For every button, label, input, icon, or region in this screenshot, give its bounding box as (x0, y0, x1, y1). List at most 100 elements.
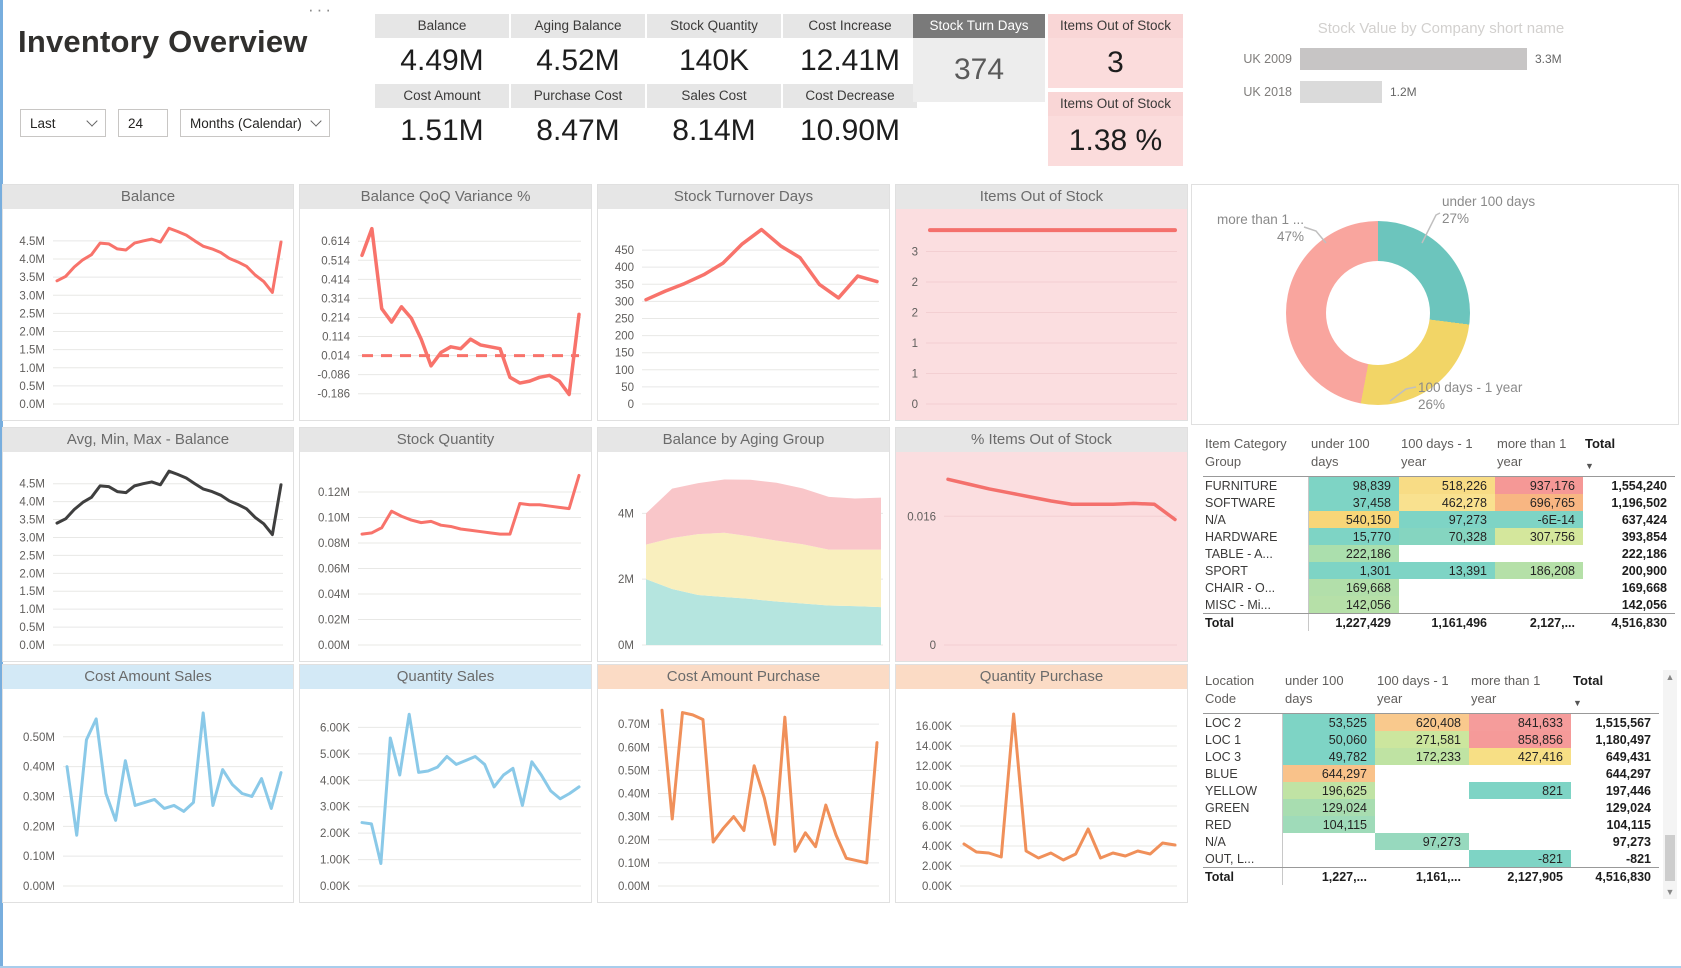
sort-descending-icon[interactable]: ▼ (1573, 697, 1582, 708)
table-row[interactable]: N/A 540,150 97,273 -6E-14 637,424 (1203, 511, 1675, 528)
column-header[interactable]: under 100 days (1285, 672, 1344, 706)
table-row[interactable]: OUT, L... -821 -821 (1203, 850, 1659, 867)
table-row[interactable]: LOC 2 53,525 620,408 841,633 1,515,567 (1203, 714, 1659, 731)
row-label: YELLOW (1203, 782, 1283, 799)
items-out-of-stock-line-svg[interactable]: 3 2 2 1 1 0 (896, 209, 1187, 420)
sort-descending-icon[interactable]: ▼ (1585, 460, 1594, 471)
total-value: 1,227,429 (1335, 615, 1391, 630)
filter-count-value: 24 (128, 115, 144, 131)
table-row[interactable]: SPORT 1,301 13,391 186,208 200,900 (1203, 562, 1675, 579)
quantity-sales-svg[interactable]: 6.00K 5.00K 4.00K 3.00K 2.00K 1.00K 0.00K (300, 689, 591, 902)
scrollbar-thumb[interactable] (1665, 835, 1675, 881)
value-cell: -821 (1469, 850, 1571, 867)
svg-text:16.00K: 16.00K (916, 721, 953, 733)
total-value: 2,127,905 (1507, 869, 1563, 884)
table-row[interactable]: YELLOW 196,625 821 197,446 (1203, 782, 1659, 799)
total-value: 4,516,830 (1595, 869, 1651, 884)
svg-text:0.5M: 0.5M (19, 622, 45, 634)
table-row[interactable]: GREEN 129,024 129,024 (1203, 799, 1659, 816)
filter-operator-dropdown[interactable]: Last (20, 109, 106, 137)
stock-value-bar-row[interactable]: UK 2009 3.3M (1210, 48, 1672, 70)
balance-by-aging-chart[interactable]: 4M 2M 0M (598, 452, 889, 661)
row-label: OUT, L... (1203, 850, 1283, 867)
balance-qoq-chart[interactable]: 0.614 0.514 0.414 0.314 0.214 0.114 0.014 -0.08… (300, 209, 591, 420)
pct-items-out-of-stock-svg[interactable]: 0.016 0 (896, 452, 1187, 661)
filter-count-input[interactable]: 24 (118, 109, 168, 137)
table-row[interactable]: SOFTWARE 37,458 462,278 696,765 1,196,502 (1203, 494, 1675, 511)
value-cell: 821 (1469, 782, 1571, 799)
row-total: 197,446 (1605, 783, 1651, 798)
row-total: 129,024 (1605, 800, 1651, 815)
quantity-purchase-chart[interactable]: 16.00K 14.00K 12.00K 10.00K 8.00K 6.00K 4.00K 2… (896, 689, 1187, 902)
balance-svg[interactable]: 4.5M 4.0M 3.5M 3.0M 2.5M 2.0M 1.5M 1.0M 0.5M 0.0M (3, 209, 293, 420)
table-row[interactable]: N/A 97,273 97,273 (1203, 833, 1659, 850)
svg-text:0.12M: 0.12M (318, 487, 350, 499)
avg-min-max-chart[interactable]: 4.5M 4.0M 3.5M 3.0M 2.5M 2.0M 1.5M 1.0M 0.5M 0.0M (3, 452, 293, 661)
cost-amount-sales-svg[interactable]: 0.50M 0.40M 0.30M 0.20M 0.10M 0.00M (3, 689, 293, 902)
stock-value-by-company-chart[interactable]: Stock Value by Company short name UK 200… (1210, 12, 1672, 164)
pct-items-out-chart[interactable]: 0.016 0 (896, 452, 1187, 661)
table-row[interactable]: FURNITURE 98,839 518,226 937,176 1,554,240 (1203, 477, 1675, 494)
location-code-table[interactable]: ▲ ▼ Location Code under 100 days 100 days … (1191, 664, 1679, 903)
svg-text:0.414: 0.414 (321, 274, 350, 286)
column-header[interactable]: 100 days - 1 year (1401, 435, 1473, 469)
avg-min-max-balance-svg[interactable]: 4.5M 4.0M 3.5M 3.0M 2.5M 2.0M 1.5M 1.0M 0.5M 0.0M (3, 452, 293, 661)
balance-by-aging-group-svg[interactable]: 4M 2M 0M (598, 452, 889, 661)
cost-amount-sales-chart[interactable]: 0.50M 0.40M 0.30M 0.20M 0.10M 0.00M (3, 689, 293, 902)
table-total-row: Total 1,227,... 1,161,... 2,127,905 4,516,83… (1203, 867, 1659, 885)
table-scrollbar[interactable]: ▲ ▼ (1663, 670, 1677, 899)
table-row[interactable]: MISC - Mi... 142,056 142,056 (1203, 596, 1675, 613)
cost-amount-purchase-chart[interactable]: 0.70M 0.60M 0.50M 0.40M 0.30M 0.20M 0.10M 0.00M (598, 689, 889, 902)
balance-chart-title: Balance (3, 185, 293, 209)
quantity-purchase-svg[interactable]: 16.00K 14.00K 12.00K 10.00K 8.00K 6.00K 4.00K 2… (896, 689, 1187, 902)
scroll-down-icon[interactable]: ▼ (1665, 887, 1675, 897)
svg-text:4.0M: 4.0M (19, 497, 45, 509)
stock-value-bar-row[interactable]: UK 2018 1.2M (1210, 81, 1672, 103)
svg-text:3.0M: 3.0M (19, 290, 45, 302)
column-header[interactable]: Total ▼ (1583, 433, 1675, 476)
value-cell: 70,328 (1399, 528, 1495, 545)
column-header[interactable]: more than 1 year (1497, 435, 1567, 469)
quantity-sales-chart[interactable]: 6.00K 5.00K 4.00K 3.00K 2.00K 1.00K 0.00K (300, 689, 591, 902)
balance-chart[interactable]: 4.5M 4.0M 3.5M 3.0M 2.5M 2.0M 1.5M 1.0M 0.5M 0.0M (3, 209, 293, 420)
item-category-table[interactable]: Item Category Group under 100 days 100 day… (1191, 427, 1679, 662)
scroll-up-icon[interactable]: ▲ (1665, 672, 1675, 682)
column-header[interactable]: under 100 days (1311, 435, 1370, 469)
stock-quantity-svg[interactable]: 0.12M 0.10M 0.08M 0.06M 0.04M 0.02M 0.00M (300, 452, 591, 661)
chevron-down-icon (310, 115, 322, 127)
svg-text:0.60M: 0.60M (618, 742, 650, 754)
column-header[interactable]: Total ▼ (1571, 670, 1659, 713)
value-cell (1283, 857, 1375, 860)
svg-text:1.0M: 1.0M (19, 604, 45, 616)
kpi-card-stock-quantity: Stock Quantity 140K (647, 14, 781, 84)
column-header[interactable]: Location Code (1205, 672, 1255, 706)
column-header[interactable]: Item Category Group (1205, 435, 1287, 469)
table-row[interactable]: BLUE 644,297 644,297 (1203, 765, 1659, 782)
svg-text:350: 350 (615, 279, 634, 291)
more-options-icon[interactable]: ··· (308, 0, 334, 19)
stock-by-aging-donut[interactable]: under 100 days 27% more than 1 ... 47% 1… (1192, 185, 1678, 424)
column-header[interactable]: 100 days - 1 year (1377, 672, 1449, 706)
value-cell: 518,226 (1399, 477, 1495, 494)
table-row[interactable]: TABLE - A... 222,186 222,186 (1203, 545, 1675, 562)
svg-text:0.5M: 0.5M (19, 381, 45, 393)
stock-turnover-days-svg[interactable]: 450 400 350 300 250 200 150 100 50 0 (598, 209, 889, 420)
stock-quantity-chart[interactable]: 0.12M 0.10M 0.08M 0.06M 0.04M 0.02M 0.00M (300, 452, 591, 661)
table-row[interactable]: HARDWARE 15,770 70,328 307,756 393,854 (1203, 528, 1675, 545)
stock-turnover-chart[interactable]: 450 400 350 300 250 200 150 100 50 0 (598, 209, 889, 420)
bar[interactable] (1300, 48, 1527, 70)
table-row[interactable]: LOC 1 50,060 271,581 858,856 1,180,497 (1203, 731, 1659, 748)
pct-items-out-title: % Items Out of Stock (896, 428, 1187, 452)
cost-amount-purchase-svg[interactable]: 0.70M 0.60M 0.50M 0.40M 0.30M 0.20M 0.10M 0.00M (598, 689, 889, 902)
column-header[interactable]: more than 1 year (1471, 672, 1541, 706)
table-row[interactable]: RED 104,115 104,115 (1203, 816, 1659, 833)
items-out-line-chart[interactable]: 3 2 2 1 1 0 (896, 209, 1187, 420)
filter-granularity-dropdown[interactable]: Months (Calendar) (180, 109, 330, 137)
stock-turn-days-label: Stock Turn Days (913, 14, 1045, 38)
bar[interactable] (1300, 81, 1382, 103)
value-cell: 271,581 (1375, 731, 1469, 748)
row-total: 649,431 (1605, 749, 1651, 764)
table-row[interactable]: LOC 3 49,782 172,233 427,416 649,431 (1203, 748, 1659, 765)
table-row[interactable]: CHAIR - O... 169,668 169,668 (1203, 579, 1675, 596)
balance-qoq-svg[interactable]: 0.614 0.514 0.414 0.314 0.214 0.114 0.014 -0.08… (300, 209, 591, 420)
